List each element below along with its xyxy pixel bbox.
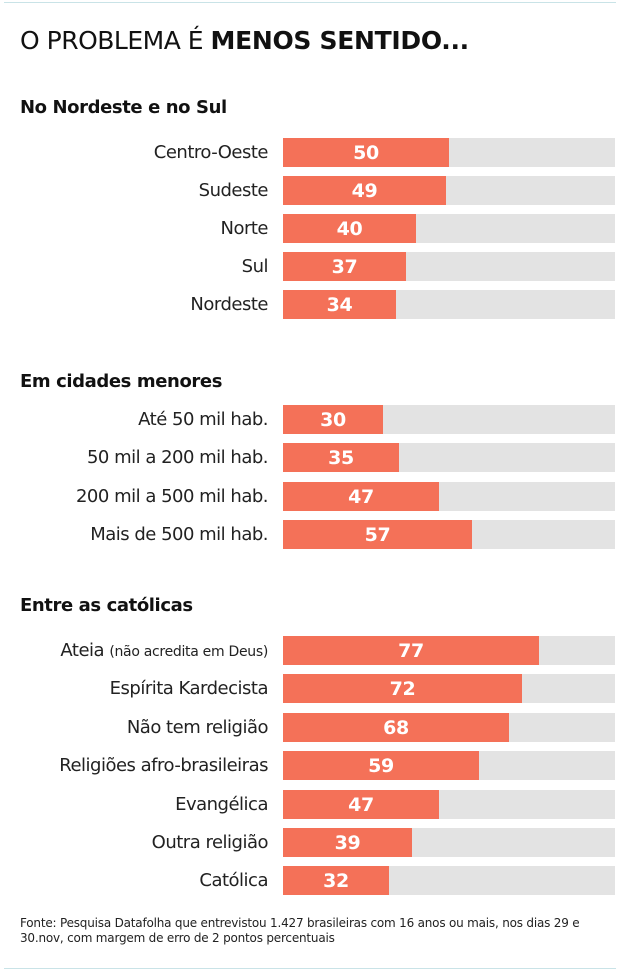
bar (283, 214, 416, 243)
category-label-text: Outra religião (151, 832, 269, 853)
category-label: Até 50 mil hab. (0, 405, 268, 434)
bar (283, 751, 479, 780)
bar (283, 405, 383, 434)
category-label: Católica (0, 866, 268, 895)
bar-track: 47 (283, 790, 615, 819)
bar (283, 790, 439, 819)
bar-value-label: 32 (323, 869, 349, 892)
bar-value-label: 57 (364, 523, 391, 546)
bar-track: 30 (283, 405, 615, 434)
category-label: 50 mil a 200 mil hab. (0, 443, 269, 472)
bar-value-label: 50 (353, 141, 379, 164)
bar (283, 713, 509, 742)
bar-value-label: 37 (331, 255, 358, 278)
bar-track: 57 (283, 520, 615, 549)
bar-track: 49 (283, 176, 615, 205)
top-divider (4, 2, 616, 3)
bar (283, 828, 412, 857)
bar-track: 32 (283, 866, 615, 895)
bar-value-label: 39 (334, 831, 361, 854)
bar-value-label: 72 (389, 677, 416, 700)
category-label-text: Não tem religião (126, 717, 269, 738)
bar-value-label: 30 (320, 408, 346, 431)
bar (283, 866, 389, 895)
category-label: Não tem religião (0, 713, 269, 742)
category-label-text: Espírita Kardecista (109, 678, 269, 699)
bar (283, 674, 522, 703)
category-label-text: 50 mil a 200 mil hab. (86, 447, 269, 468)
category-label-text: Sul (241, 256, 269, 277)
bar-value-label: 47 (348, 485, 374, 508)
bar-value-label: 35 (328, 446, 354, 469)
category-label: Outra religião (0, 828, 269, 857)
title-regular: O PROBLEMA É (20, 26, 211, 55)
category-label-text: Até 50 mil hab. (138, 409, 268, 430)
bar-track: 39 (283, 828, 615, 857)
bar (283, 443, 399, 472)
category-label: Religiões afro-brasileiras (0, 751, 268, 780)
bar (283, 252, 406, 281)
category-label-text: Sudeste (198, 180, 269, 201)
category-label-text: Evangélica (175, 794, 268, 815)
bar-track: 35 (283, 443, 615, 472)
category-label: Sudeste (0, 176, 269, 205)
category-label: Sul (0, 252, 269, 281)
bar (283, 636, 539, 665)
bar-track: 37 (283, 252, 615, 281)
bar-track: 47 (283, 482, 615, 511)
bar-value-label: 49 (351, 179, 378, 202)
category-note: (não acredita em Deus) (109, 644, 268, 660)
category-label-text: Religiões afro-brasileiras (59, 755, 268, 776)
bar (283, 138, 449, 167)
bar-track: 72 (283, 674, 615, 703)
bar-track: 50 (283, 138, 615, 167)
bar-value-label: 68 (383, 716, 409, 739)
category-label-text: Centro-Oeste (153, 142, 269, 163)
category-label-text: Católica (199, 870, 268, 891)
category-label: Espírita Kardecista (0, 674, 269, 703)
bar (283, 482, 439, 511)
category-label: Centro-Oeste (0, 138, 269, 167)
section-title: Entre as católicas (20, 595, 193, 616)
category-label-text: Norte (220, 218, 268, 239)
chart-title: O PROBLEMA É MENOS SENTIDO... (20, 26, 469, 55)
bar (283, 290, 396, 319)
bottom-divider (4, 968, 616, 969)
category-label-text: Nordeste (190, 294, 268, 315)
section-title: Em cidades menores (20, 371, 223, 392)
section-title: No Nordeste e no Sul (20, 97, 227, 118)
category-label: Mais de 500 mil hab. (0, 520, 268, 549)
bar-track: 34 (283, 290, 615, 319)
category-label: Ateia (não acredita em Deus) (0, 636, 268, 665)
category-label-text: Mais de 500 mil hab. (90, 524, 268, 545)
category-label-text: 200 mil a 500 mil hab. (75, 486, 269, 507)
source-note: Fonte: Pesquisa Datafolha que entrevisto… (20, 916, 580, 945)
bar-track: 68 (283, 713, 615, 742)
category-label: 200 mil a 500 mil hab. (0, 482, 269, 511)
category-label-text: Ateia (60, 640, 105, 661)
category-label: Evangélica (0, 790, 268, 819)
bar-track: 77 (283, 636, 615, 665)
bar (283, 520, 472, 549)
bar-track: 59 (283, 751, 615, 780)
title-bold: MENOS SENTIDO... (210, 26, 470, 55)
bar-value-label: 59 (368, 754, 394, 777)
bar-track: 40 (283, 214, 615, 243)
category-label: Nordeste (0, 290, 268, 319)
bar-value-label: 34 (326, 293, 353, 316)
bar-value-label: 47 (348, 793, 374, 816)
bar (283, 176, 446, 205)
bar-value-label: 77 (398, 639, 424, 662)
category-label: Norte (0, 214, 268, 243)
bar-value-label: 40 (336, 217, 363, 240)
